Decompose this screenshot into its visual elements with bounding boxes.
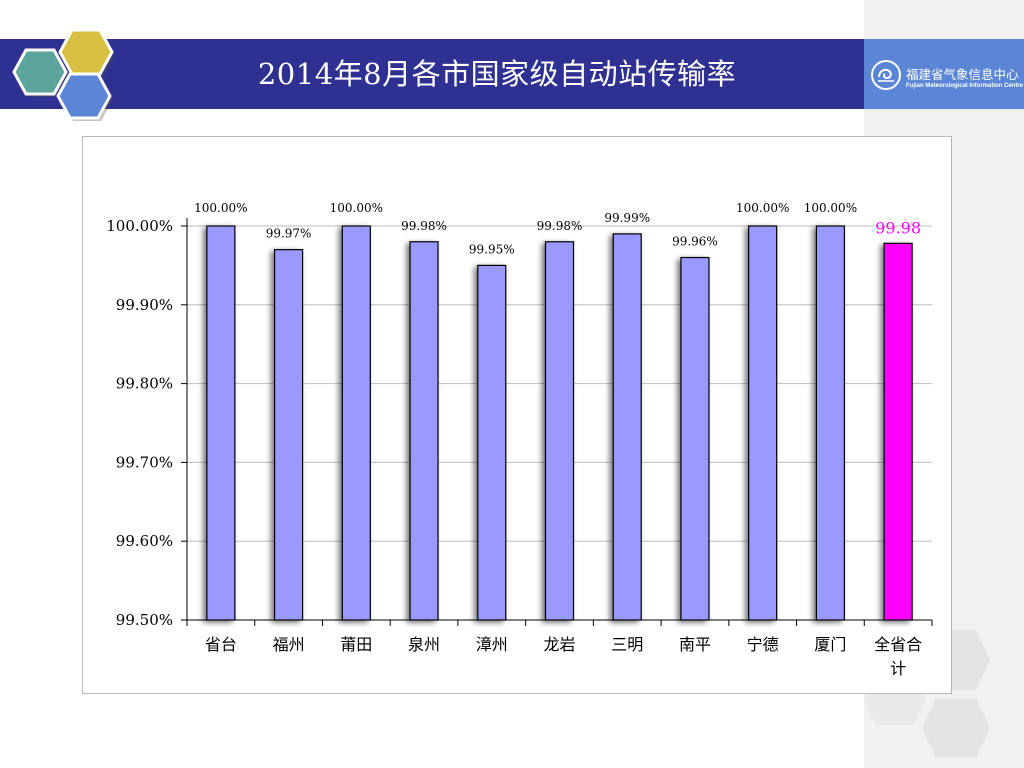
hexagon-cluster-decoration	[12, 28, 115, 121]
organization-name-en: Fujian Meteorological Information Centre	[906, 83, 1024, 89]
data-label: 100.00%	[736, 201, 789, 215]
meteorological-emblem-icon	[871, 60, 901, 90]
bar	[612, 233, 642, 621]
data-label: 99.97%	[266, 227, 312, 241]
x-tick-label: 全省合	[874, 635, 922, 654]
data-label: 99.99%	[604, 211, 650, 225]
data-label: 100.00%	[194, 201, 247, 215]
data-label: 99.95%	[469, 242, 515, 256]
bar	[409, 241, 439, 621]
x-tick-label: 龙岩	[543, 635, 575, 654]
x-tick-label: 南平	[679, 635, 711, 654]
data-label: 100.00%	[804, 201, 857, 215]
organization-logo: 福建省气象信息中心 Fujian Meteorological Informat…	[864, 39, 1024, 109]
bar	[206, 225, 236, 621]
y-tick-label: 99.60%	[116, 532, 173, 550]
y-tick-label: 99.80%	[116, 375, 173, 393]
y-tick-label: 99.90%	[116, 296, 173, 314]
bar	[883, 242, 913, 621]
x-tick-label: 计	[890, 659, 906, 678]
organization-name-cn: 福建省气象信息中心	[906, 67, 1019, 82]
x-tick-label: 福州	[273, 635, 305, 654]
data-label: 99.96%	[672, 235, 718, 249]
y-tick-label: 99.70%	[116, 453, 173, 471]
bar	[273, 249, 304, 621]
y-tick-label: 100.00%	[106, 217, 173, 235]
x-tick-label: 厦门	[814, 635, 846, 654]
bar	[544, 241, 575, 621]
x-tick-label: 宁德	[747, 635, 779, 654]
x-tick-label: 泉州	[408, 635, 440, 654]
bar	[680, 256, 710, 621]
data-label: 99.98%	[537, 219, 583, 233]
data-label: 99.98	[875, 218, 921, 237]
data-label: 100.00%	[330, 201, 383, 215]
x-tick-label: 漳州	[476, 635, 508, 654]
y-tick-label: 99.50%	[116, 611, 173, 629]
hexagon-yellow	[58, 28, 115, 77]
deco-hexagon	[922, 698, 990, 758]
hexagon-blue	[56, 72, 113, 121]
bar-chart: 99.50% 99.60% 99.70% 99.80% 99.90% 100.00% 省台 1…	[106, 201, 933, 678]
bar	[748, 225, 778, 621]
bar	[477, 264, 507, 621]
x-tick-label: 莆田	[340, 635, 372, 654]
x-tick-label: 省台	[205, 635, 237, 654]
data-label: 99.98%	[401, 219, 447, 233]
hexagon-teal	[12, 48, 69, 97]
x-tick-label: 三明	[611, 635, 643, 654]
bar	[815, 225, 846, 621]
title-bar	[0, 39, 864, 109]
page-title: 2014年8月各市国家级自动站传输率	[257, 57, 737, 91]
bar	[341, 225, 371, 621]
